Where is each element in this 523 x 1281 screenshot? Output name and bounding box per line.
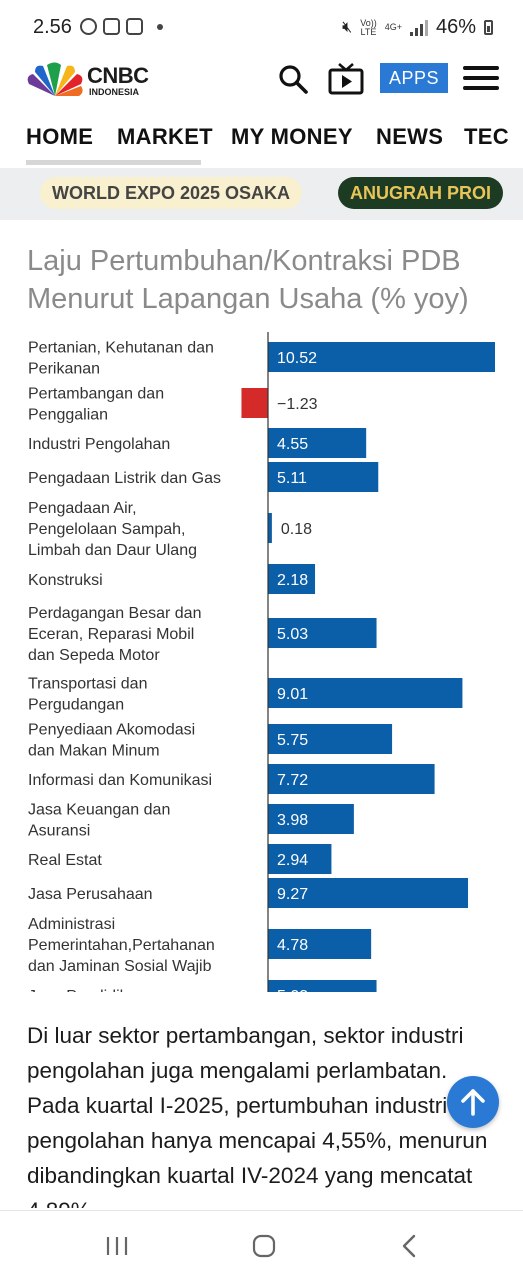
value-label-0: 10.52 xyxy=(277,350,317,367)
category-label-3: Pengadaan Listrik dan Gas xyxy=(28,470,221,487)
category-label-12: Jasa Perusahaan xyxy=(28,886,153,903)
category-label-14: Jasa Pendidikan xyxy=(28,988,145,992)
bar-14 xyxy=(268,980,377,992)
system-nav-bar xyxy=(0,1210,523,1281)
value-label-6: 5.03 xyxy=(277,626,308,643)
value-label-11: 2.94 xyxy=(277,852,308,869)
value-label-3: 5.11 xyxy=(277,470,307,487)
category-label-1: Pertambangan dan Penggalian xyxy=(28,386,164,424)
peacock-icon xyxy=(27,62,83,96)
mute-icon: 🔇︎ xyxy=(342,18,353,36)
bar-11 xyxy=(268,844,332,874)
tab-news[interactable]: NEWS xyxy=(376,124,444,149)
value-label-4: 0.18 xyxy=(281,521,312,538)
value-label-9: 7.72 xyxy=(277,772,308,789)
arrow-up-icon xyxy=(461,1089,485,1116)
topic-chips: WORLD EXPO 2025 OSAKA ANUGRAH PROI xyxy=(0,168,523,220)
category-label-5: Konstruksi xyxy=(28,572,103,589)
value-label-10: 3.98 xyxy=(277,812,308,829)
category-label-10: Jasa Keuangan dan Asuransi xyxy=(28,802,170,840)
category-label-0: Pertanian, Kehutanan dan Perikanan xyxy=(28,340,214,378)
chart-svg: 10.52 Pertanian, Kehutanan dan Perikanan −1… xyxy=(28,332,495,992)
value-label-12: 9.27 xyxy=(277,886,308,903)
category-label-9: Informasi dan Komunikasi xyxy=(28,772,212,789)
chip-world-expo[interactable]: WORLD EXPO 2025 OSAKA xyxy=(40,177,303,209)
volte-label: Vo)) xyxy=(360,17,377,28)
tab-tech[interactable]: TEC xyxy=(464,124,509,149)
chip-anugrah[interactable]: ANUGRAH PROI xyxy=(338,177,504,209)
tab-my-money[interactable]: MY MONEY xyxy=(231,124,353,149)
back-icon[interactable] xyxy=(396,1231,426,1261)
volte-icon: Vo)) LTE xyxy=(360,17,377,37)
notification-icons xyxy=(80,18,163,35)
chart-title: Laju Pertumbuhan/Kontraksi PDB Menurut L… xyxy=(27,245,469,315)
apps-button[interactable]: APPS xyxy=(380,63,448,93)
status-right: 🔇︎ Vo)) LTE 4G+ 46% xyxy=(342,16,493,39)
bar-12 xyxy=(268,878,469,908)
signal-icon xyxy=(409,19,428,36)
value-label-5: 2.18 xyxy=(277,572,308,589)
cnbc-logo[interactable]: CNBC INDONESIA xyxy=(25,60,165,100)
home-icon[interactable] xyxy=(249,1231,279,1261)
bar-8 xyxy=(268,724,393,754)
bar-13 xyxy=(268,929,372,959)
menu-icon[interactable] xyxy=(463,66,499,94)
bar-6 xyxy=(268,618,377,648)
section-tabs: HOME MARKET MY MONEY NEWS TEC xyxy=(0,112,523,168)
bar-1 xyxy=(241,388,268,418)
battery-icon xyxy=(484,20,493,35)
category-label-8: Penyediaan Akomodasi dan Makan Minum xyxy=(28,722,195,760)
bar-7 xyxy=(268,678,463,708)
category-label-11: Real Estat xyxy=(28,852,102,869)
live-tv-icon[interactable] xyxy=(328,62,364,96)
battery-percent: 46% xyxy=(435,16,476,38)
tab-home[interactable]: HOME xyxy=(26,124,94,149)
category-label-4: Pengadaan Air, Pengelolaan Sampah, Limbah … xyxy=(28,500,197,559)
lte-label: LTE xyxy=(360,26,377,37)
value-label-13: 4.78 xyxy=(277,937,308,954)
site-header: CNBC INDONESIA APPS xyxy=(0,52,523,110)
value-label-14: 5.03 xyxy=(277,988,308,992)
network-type-icon: 4G+ xyxy=(384,22,402,32)
search-icon[interactable] xyxy=(278,64,310,96)
status-bar: 2.56 🔇︎ Vo)) LTE 4G+ 46% xyxy=(0,0,523,52)
brand-subtitle: INDONESIA xyxy=(89,87,140,97)
bar-4 xyxy=(268,513,272,543)
whatsapp-icon xyxy=(80,18,97,35)
recent-apps-icon[interactable] xyxy=(102,1231,132,1261)
bar-2 xyxy=(268,428,367,458)
value-label-8: 5.75 xyxy=(277,732,308,749)
bar-9 xyxy=(268,764,435,794)
bar-0 xyxy=(268,342,495,372)
category-label-13: Administrasi Pemerintahan,Pertahanan dan J… xyxy=(28,916,215,975)
bar-10 xyxy=(268,804,354,834)
brand-name: CNBC xyxy=(87,63,149,88)
tab-market[interactable]: MARKET xyxy=(117,124,213,149)
check-icon xyxy=(126,18,143,35)
gdp-growth-chart: 10.52 Pertanian, Kehutanan dan Perikanan −1… xyxy=(0,332,523,992)
active-tab-indicator xyxy=(26,160,201,165)
more-notifications-icon xyxy=(157,23,163,30)
scroll-top-button[interactable] xyxy=(447,1076,499,1128)
status-time: 2.56 xyxy=(33,16,72,38)
category-label-2: Industri Pengolahan xyxy=(28,436,170,453)
bar-3 xyxy=(268,462,379,492)
bar-5 xyxy=(268,564,316,594)
value-label-2: 4.55 xyxy=(277,436,308,453)
article-paragraph: Di luar sektor pertambangan, sektor indu… xyxy=(27,1023,488,1208)
category-label-6: Perdagangan Besar dan Eceran, Reparasi Mo… xyxy=(28,605,201,664)
value-label-1: −1.23 xyxy=(277,396,318,413)
value-label-7: 9.01 xyxy=(277,686,308,703)
gallery-icon xyxy=(103,18,120,35)
category-label-7: Transportasi dan Pergudangan xyxy=(28,676,147,714)
